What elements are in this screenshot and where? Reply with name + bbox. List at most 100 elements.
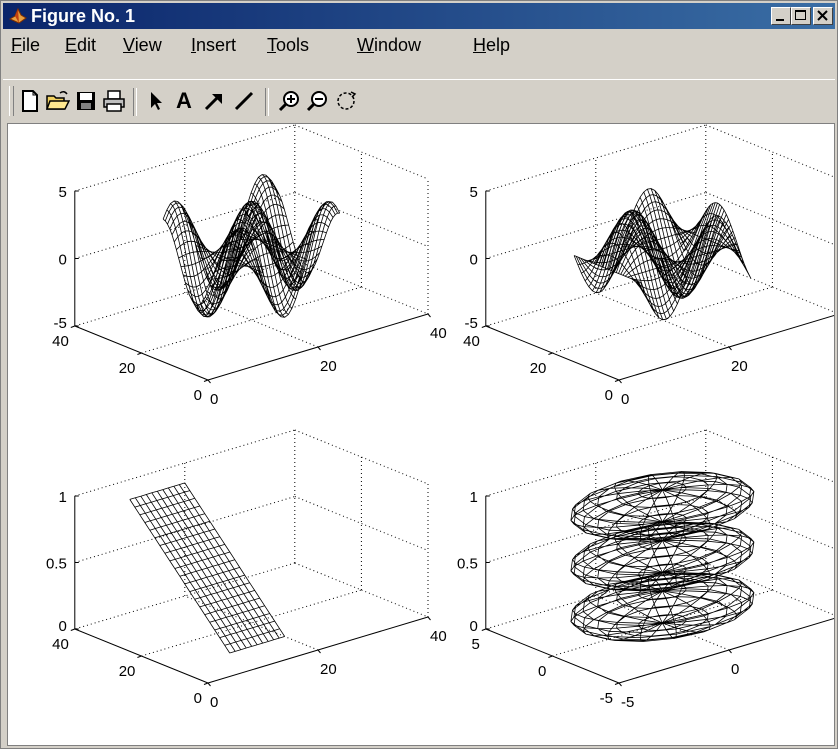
toolbar-separator (133, 88, 137, 116)
new-figure-button[interactable] (17, 88, 43, 114)
matlab-app-icon (9, 7, 27, 24)
z-tick-label: 1 (469, 489, 477, 506)
box-edge (705, 124, 834, 178)
zoom-out-icon (306, 91, 327, 112)
figure-canvas[interactable]: 0204002040-5050204002040-505020400204000… (7, 123, 835, 746)
z-tick-label: 5 (469, 184, 477, 201)
close-button[interactable] (813, 7, 833, 25)
save-button[interactable] (73, 88, 99, 114)
x-axis-line (618, 617, 834, 684)
y-tick (137, 655, 142, 658)
x-tick (207, 379, 211, 384)
z-tick-label: 0 (469, 618, 477, 635)
z-tick-label: 0 (58, 618, 66, 635)
insert-text-button[interactable]: A (171, 88, 197, 114)
z-tick-label: 0 (469, 252, 477, 269)
surface-mesh (162, 174, 341, 318)
toolbar-separator (265, 88, 269, 116)
toroid-mesh (570, 521, 755, 592)
grid-line (705, 192, 834, 246)
grid-line (294, 496, 429, 551)
z-tick-label: 5 (58, 184, 66, 201)
y-tick-label: 0 (194, 690, 202, 707)
menu-tools[interactable]: Tools (267, 35, 310, 55)
x-tick (317, 649, 321, 654)
menu-file[interactable]: File (11, 35, 41, 55)
box-edge (485, 124, 706, 192)
y-tick-label: 40 (52, 636, 69, 653)
menu-view[interactable]: View (123, 35, 162, 55)
y-tick-label: 40 (52, 333, 69, 350)
print-icon (103, 90, 125, 112)
y-tick-label: 5 (471, 636, 479, 653)
insert-line-button[interactable] (231, 88, 257, 114)
z-tick-label: 0 (58, 252, 66, 269)
x-tick (728, 649, 732, 654)
subplots-svg: 0204002040-5050204002040-505020400204000… (46, 124, 834, 711)
y-tick-label: 20 (530, 360, 547, 377)
toroid-mesh (570, 572, 755, 642)
z-tick-label: -5 (464, 315, 477, 332)
x-tick-label: 20 (320, 661, 337, 678)
rotate-3d-icon (337, 91, 357, 110)
y-tick-label: -5 (600, 690, 613, 707)
y-tick (548, 655, 553, 658)
x-tick (728, 346, 732, 351)
y-tick-label: 20 (119, 360, 136, 377)
y-tick (203, 379, 209, 382)
minimize-icon (776, 19, 784, 21)
title-bar[interactable]: Figure No. 1 (3, 3, 835, 29)
minimize-button[interactable] (771, 7, 791, 25)
insert-line-icon (234, 91, 254, 111)
window-title: Figure No. 1 (31, 6, 136, 26)
grid-line (552, 286, 773, 354)
y-tick-label: 0 (538, 663, 546, 680)
rotate-3d-button[interactable] (333, 88, 359, 114)
x-tick (427, 616, 431, 621)
surface-mesh (573, 188, 752, 321)
toroid-mesh (570, 471, 755, 541)
x-tick (427, 313, 431, 318)
zoom-out-button[interactable] (305, 88, 331, 114)
x-tick-label: 0 (210, 391, 218, 408)
z-tick-label: 1 (58, 489, 66, 506)
insert-arrow-icon (204, 93, 222, 111)
y-tick (614, 379, 620, 382)
zoom-in-icon (278, 91, 299, 112)
close-icon (817, 10, 828, 21)
select-button[interactable] (143, 88, 169, 114)
x-tick-label: 40 (430, 628, 447, 645)
x-tick (618, 379, 622, 384)
y-tick (137, 352, 142, 355)
y-tick (548, 352, 553, 355)
toolbar-grip[interactable] (9, 86, 14, 116)
menu-help[interactable]: Help (473, 35, 511, 55)
y-tick-label: 40 (463, 333, 480, 350)
x-tick-label: 0 (731, 661, 739, 678)
y-tick (481, 325, 486, 328)
grid-line (141, 286, 362, 354)
zoom-in-button[interactable] (277, 88, 303, 114)
maximize-button[interactable] (791, 7, 811, 25)
menu-insert[interactable]: Insert (191, 35, 237, 55)
menu-edit[interactable]: Edit (65, 35, 97, 55)
y-tick (481, 628, 486, 631)
open-file-button[interactable] (45, 88, 71, 114)
print-button[interactable] (101, 88, 127, 114)
z-tick-label: 0.5 (46, 556, 67, 573)
grid-line (74, 496, 295, 563)
x-tick (207, 682, 211, 687)
x-tick (618, 682, 622, 687)
y-tick (70, 325, 75, 328)
y-tick (614, 682, 620, 685)
open-folder-icon (46, 90, 70, 110)
insert-arrow-button[interactable] (201, 88, 227, 114)
x-tick-label: 0 (621, 391, 629, 408)
insert-text-icon: A (176, 88, 192, 113)
menu-window[interactable]: Window (357, 35, 422, 55)
box-edge (705, 259, 834, 313)
